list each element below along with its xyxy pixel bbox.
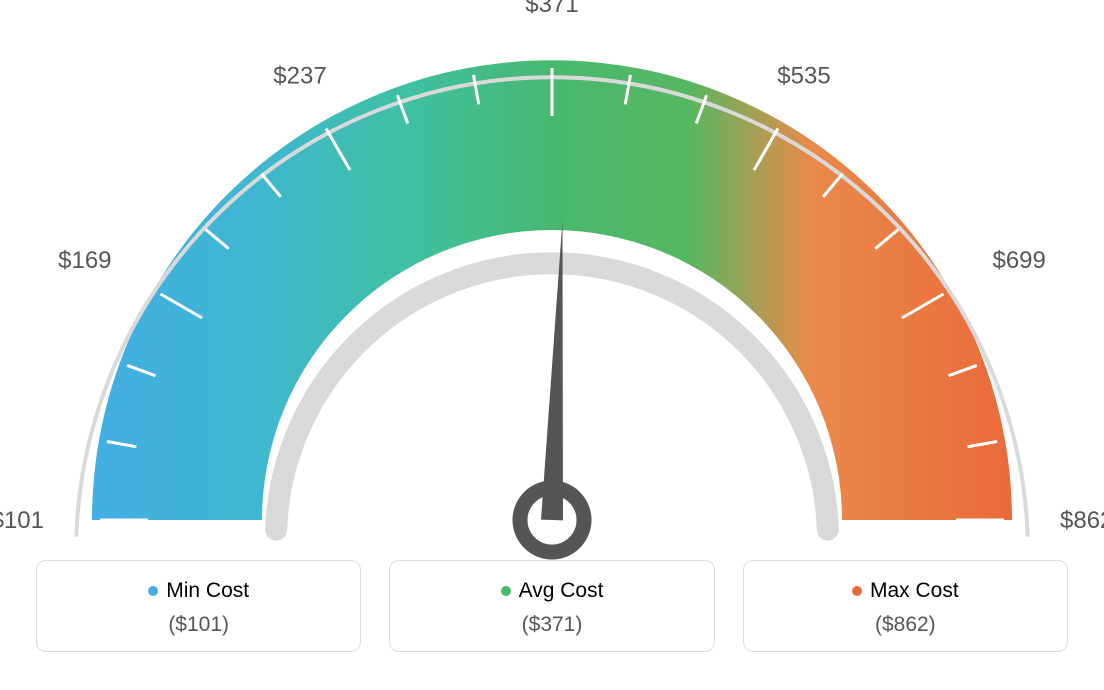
svg-text:$169: $169: [58, 247, 111, 274]
svg-text:$101: $101: [0, 507, 44, 534]
svg-text:$535: $535: [777, 63, 830, 90]
svg-text:$237: $237: [273, 63, 326, 90]
legend-title-avg: Avg Cost: [501, 579, 604, 603]
legend-label-max: Max Cost: [870, 579, 959, 603]
cost-gauge: $101 $169 $237 $371 $535 $699 $862: [0, 0, 1104, 560]
legend-value-max: ($862): [752, 613, 1059, 637]
gauge-svg: $101 $169 $237 $371 $535 $699 $862: [0, 0, 1104, 560]
legend-label-avg: Avg Cost: [519, 579, 604, 603]
svg-text:$699: $699: [992, 247, 1045, 274]
legend-dot-avg: [501, 586, 511, 596]
legend-label-min: Min Cost: [166, 579, 249, 603]
legend-card-min: Min Cost ($101): [36, 560, 361, 652]
legend-card-avg: Avg Cost ($371): [389, 560, 714, 652]
legend-title-min: Min Cost: [148, 579, 249, 603]
svg-text:$862: $862: [1060, 507, 1104, 534]
legend-dot-max: [852, 586, 862, 596]
legend-dot-min: [148, 586, 158, 596]
legend-value-min: ($101): [45, 613, 352, 637]
legend-title-max: Max Cost: [852, 579, 959, 603]
legend-row: Min Cost ($101) Avg Cost ($371) Max Cost…: [0, 560, 1104, 652]
legend-card-max: Max Cost ($862): [743, 560, 1068, 652]
legend-value-avg: ($371): [398, 613, 705, 637]
svg-text:$371: $371: [525, 0, 578, 18]
